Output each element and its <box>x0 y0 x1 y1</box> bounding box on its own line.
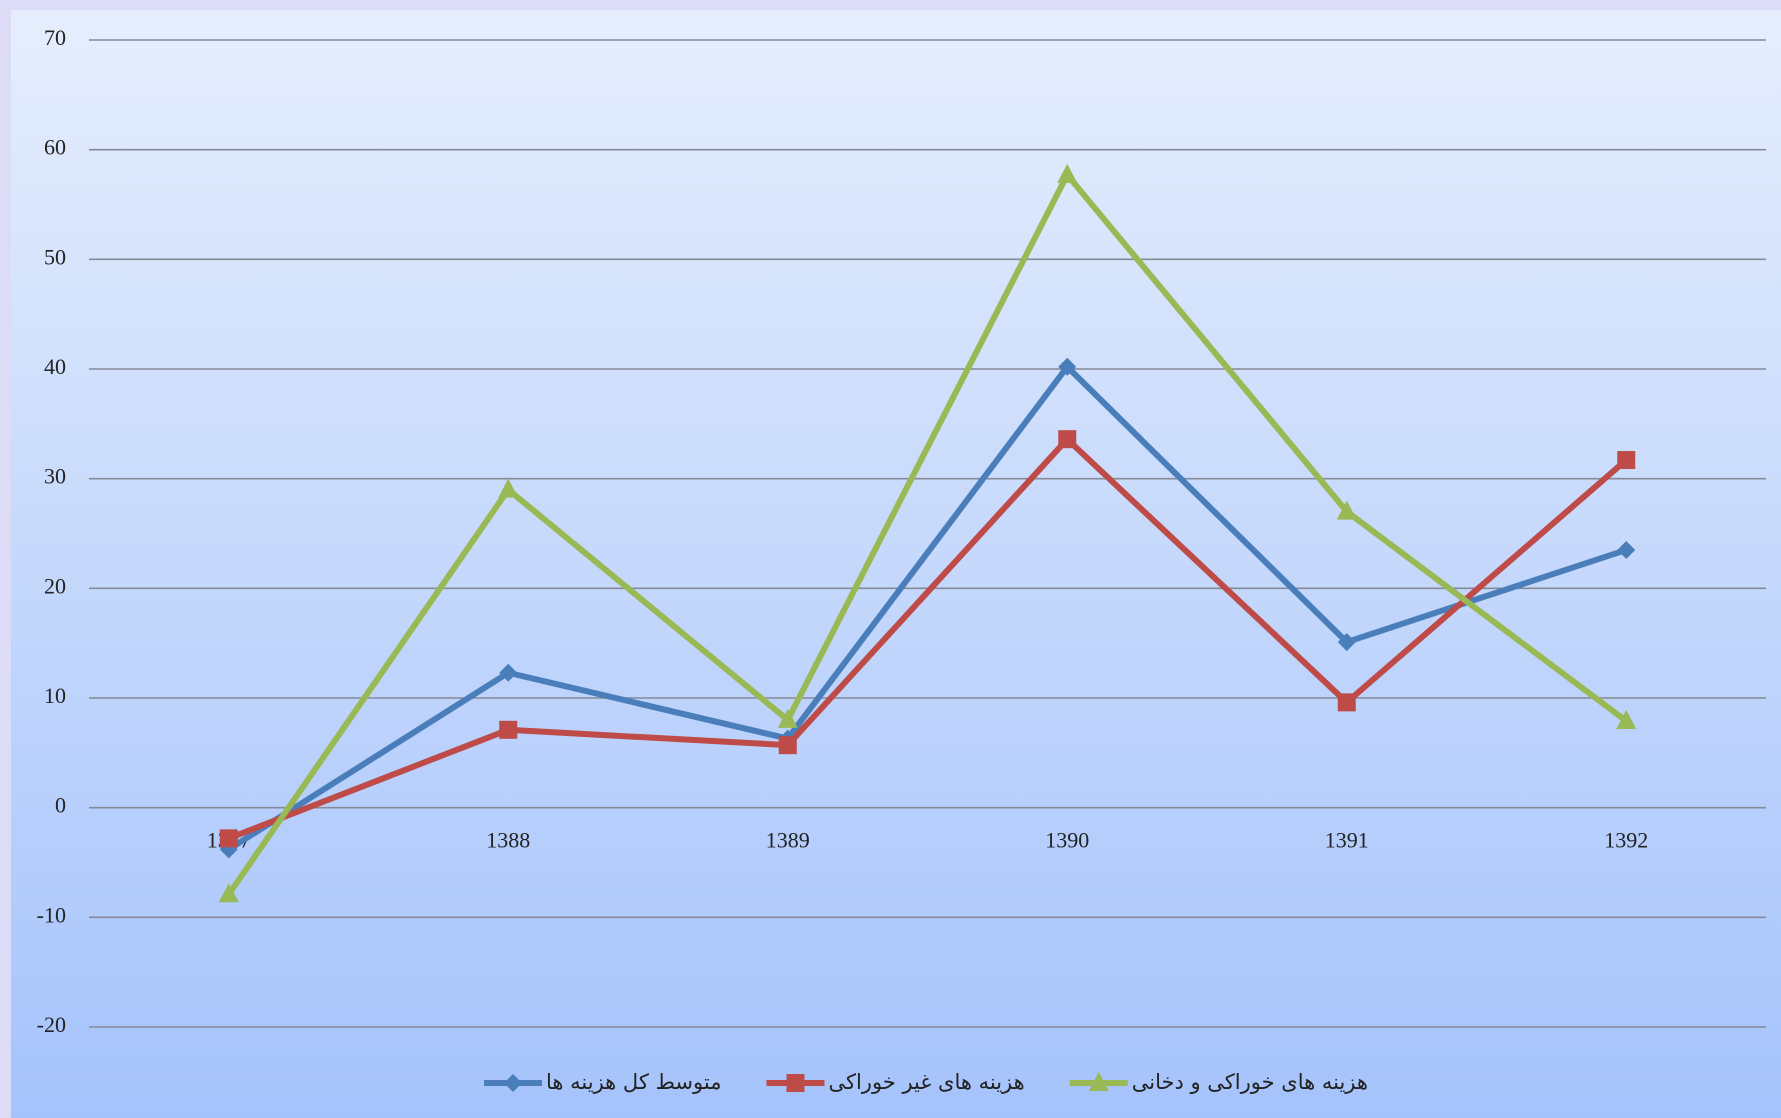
data-point <box>777 708 798 728</box>
series-line <box>227 363 1628 852</box>
y-tick-label: 70 <box>44 25 66 50</box>
data-point <box>1616 710 1637 730</box>
data-point <box>499 663 518 682</box>
legend-marker <box>786 1074 805 1092</box>
data-point <box>1337 633 1356 652</box>
y-tick-label: 50 <box>44 244 66 269</box>
series-line <box>227 436 1629 842</box>
y-tick-label: -20 <box>37 1012 66 1037</box>
data-point <box>1057 163 1078 183</box>
data-point <box>1337 693 1356 712</box>
data-point <box>219 829 238 848</box>
y-tick-label: 20 <box>44 573 66 598</box>
data-point <box>218 883 239 903</box>
x-tick-label: 1388 <box>486 828 530 853</box>
x-tick-label: 1390 <box>1045 828 1089 853</box>
y-tick-label: -10 <box>37 902 66 927</box>
data-point <box>778 736 797 755</box>
plot-background <box>11 10 1781 1118</box>
legend-label: متوسط کل هزینه ها <box>546 1070 721 1094</box>
data-point <box>498 478 519 498</box>
x-tick-label: 1389 <box>766 828 810 853</box>
legend-marker <box>1088 1072 1109 1091</box>
x-tick-label: 1391 <box>1325 828 1369 853</box>
legend-marker <box>504 1074 522 1092</box>
data-point <box>1336 500 1357 520</box>
legend-item: هزینه های خوراکی و دخانی <box>1069 1070 1368 1094</box>
legend-label: هزینه های غیر خوراکی <box>828 1070 1024 1094</box>
data-point <box>1058 357 1077 376</box>
legend-label: هزینه های خوراکی و دخانی <box>1132 1070 1368 1094</box>
series-line <box>226 171 1629 897</box>
data-point <box>1617 540 1636 559</box>
data-point <box>499 720 518 739</box>
y-tick-label: 60 <box>44 135 66 160</box>
x-tick-label: 1392 <box>1604 828 1648 853</box>
y-tick-label: 10 <box>44 683 66 708</box>
y-tick-label: 30 <box>44 464 66 489</box>
y-tick-label: 0 <box>55 793 66 818</box>
y-tick-label: 40 <box>44 354 66 379</box>
legend-item: هزینه های غیر خوراکی <box>766 1070 1025 1094</box>
legend-item: متوسط کل هزینه ها <box>484 1070 721 1094</box>
data-point <box>1058 430 1077 449</box>
legend: متوسط کل هزینه ها هزینه های غیر خوراکی هزی… <box>484 1070 1368 1094</box>
data-point <box>1617 451 1636 470</box>
